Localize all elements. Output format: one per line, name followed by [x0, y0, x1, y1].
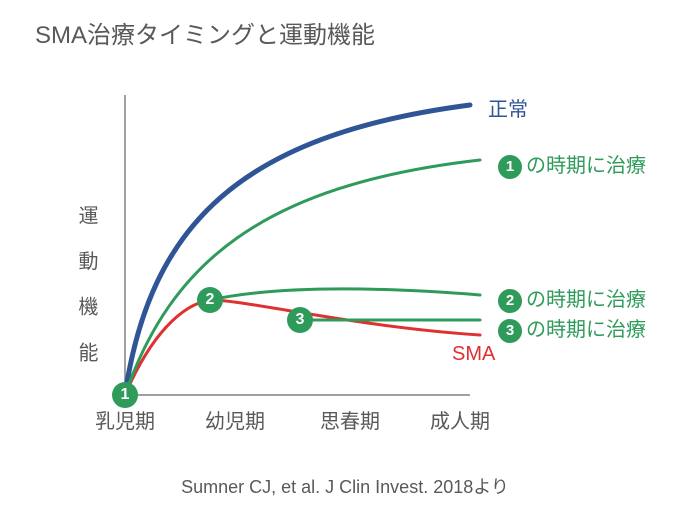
- label-treat2-text: の時期に治療: [526, 289, 646, 311]
- curve-treat2: [210, 289, 480, 300]
- label-normal: 正常: [488, 93, 528, 122]
- legend-marker-1: 1: [498, 155, 522, 179]
- marker-2: 2: [197, 287, 223, 313]
- x-tick-2: 思春期: [320, 405, 380, 434]
- label-treat3-text: の時期に治療: [526, 319, 646, 341]
- label-normal-text: 正常: [488, 99, 528, 121]
- page: SMA治療タイミングと運動機能 運 動 機 能 乳児期 幼児期 思春期 成人期 …: [0, 0, 690, 513]
- x-tick-0: 乳児期: [95, 405, 155, 434]
- chart-area: 運 動 機 能 乳児期 幼児期 思春期 成人期 1 2 3 正常 1の時期に治療: [60, 75, 630, 455]
- x-tick-1: 幼児期: [205, 405, 265, 434]
- marker-1: 1: [112, 382, 138, 408]
- label-treat1-text: の時期に治療: [526, 155, 646, 177]
- curve-treat1: [125, 160, 480, 395]
- label-treat1: 1の時期に治療: [498, 149, 646, 179]
- label-treat3: 3の時期に治療: [498, 313, 646, 343]
- chart-title: SMA治療タイミングと運動機能: [35, 15, 375, 50]
- label-treat2: 2の時期に治療: [498, 283, 646, 313]
- legend-marker-3: 3: [498, 319, 522, 343]
- curve-normal: [125, 105, 470, 395]
- chart-svg: [60, 75, 630, 435]
- x-tick-3: 成人期: [430, 405, 490, 434]
- citation: Sumner CJ, et al. J Clin Invest. 2018より: [0, 473, 690, 499]
- marker-3: 3: [287, 307, 313, 333]
- legend-marker-2: 2: [498, 289, 522, 313]
- label-sma-text: SMA: [452, 343, 495, 365]
- label-sma: SMA: [452, 343, 495, 366]
